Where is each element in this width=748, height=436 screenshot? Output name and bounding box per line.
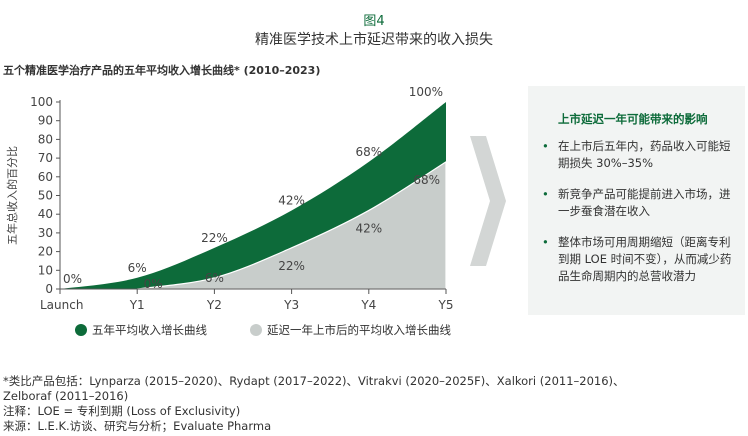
legend-item-main: 五年平均收入增长曲线 bbox=[75, 322, 207, 338]
panel-bullet: 整体市场可用周期缩短（距离专利到期 LOE 时间不变），从而减少药品生命周期内的… bbox=[542, 234, 738, 285]
chevron-right-icon bbox=[470, 136, 506, 266]
y-tick-label: 50 bbox=[38, 189, 53, 203]
y-tick-label: 10 bbox=[38, 263, 53, 277]
data-label-main: 100% bbox=[409, 85, 443, 99]
data-label-main: 0% bbox=[63, 272, 82, 286]
y-tick-label: 60 bbox=[38, 170, 53, 184]
data-label-delayed: 68% bbox=[413, 173, 440, 187]
data-label-main: 6% bbox=[128, 261, 147, 275]
footnote-products: *类比产品包括：Lynparza (2015–2020)、Rydapt (201… bbox=[3, 374, 625, 388]
y-tick-label: 70 bbox=[38, 151, 53, 165]
y-tick-label: 100 bbox=[30, 95, 53, 109]
y-tick-label: 90 bbox=[38, 114, 53, 128]
figure-number: 图4 bbox=[363, 14, 385, 29]
panel-bullet: 在上市后五年内，药品收入可能短期损失 30%–35% bbox=[542, 138, 738, 172]
footnote-products-cont: Zelboraf (2011–2016) bbox=[3, 389, 129, 403]
legend-swatch-green bbox=[75, 324, 87, 336]
x-tick-label: Y4 bbox=[360, 298, 376, 312]
data-label-delayed: 22% bbox=[278, 259, 305, 273]
area-delayed bbox=[137, 160, 447, 290]
y-axis-label: 五年总收入的百分比 bbox=[5, 146, 19, 245]
y-tick-label: 80 bbox=[38, 132, 53, 146]
data-label-main: 22% bbox=[201, 231, 228, 245]
x-tick-label: Y1 bbox=[129, 298, 145, 312]
y-tick-label: 20 bbox=[38, 245, 53, 259]
figure-title: 精准医学技术上市延迟带来的收入损失 bbox=[255, 32, 493, 48]
area-chart: 0 10 20 30 40 50 60 70 80 90 100 Launch Y1 Y2 Y3 Y4 Y5 五年… bbox=[5, 85, 454, 312]
x-tick-label: Launch bbox=[40, 298, 83, 312]
legend-swatch-grey bbox=[250, 324, 262, 336]
footnote-source: 来源：L.E.K.访谈、研究与分析；Evaluate Pharma bbox=[3, 419, 272, 433]
data-label-delayed: 0% bbox=[144, 277, 163, 291]
x-tick-label: Y2 bbox=[206, 298, 222, 312]
x-tick-label: Y3 bbox=[283, 298, 299, 312]
y-tick-label: 40 bbox=[38, 207, 53, 221]
y-tick-label: 0 bbox=[45, 282, 53, 296]
data-label-main: 42% bbox=[278, 193, 305, 207]
footnotes: *类比产品包括：Lynparza (2015–2020)、Rydapt (201… bbox=[3, 374, 625, 434]
panel-title: 上市延迟一年可能带来的影响 bbox=[558, 112, 708, 126]
data-label-delayed: 6% bbox=[205, 271, 224, 285]
footnote-loe: 注释：LOE = 专利到期 (Loss of Exclusivity) bbox=[3, 404, 241, 418]
data-label-main: 68% bbox=[355, 145, 382, 159]
data-label-delayed: 42% bbox=[355, 221, 382, 235]
impact-panel: 上市延迟一年可能带来的影响 在上市后五年内，药品收入可能短期损失 30%–35%… bbox=[528, 86, 745, 315]
y-tick-label: 30 bbox=[38, 226, 53, 240]
legend-label: 延迟一年上市后的平均收入增长曲线 bbox=[267, 323, 451, 337]
x-tick-label: Y5 bbox=[438, 298, 454, 312]
legend-label: 五年平均收入增长曲线 bbox=[92, 323, 207, 337]
panel-bullet: 新竞争产品可能提前进入市场，进一步蚕食潜在收入 bbox=[542, 186, 738, 220]
chart-subtitle: 五个精准医学治疗产品的五年平均收入增长曲线* (2010–2023) bbox=[3, 64, 321, 77]
legend-item-delayed: 延迟一年上市后的平均收入增长曲线 bbox=[250, 322, 451, 338]
